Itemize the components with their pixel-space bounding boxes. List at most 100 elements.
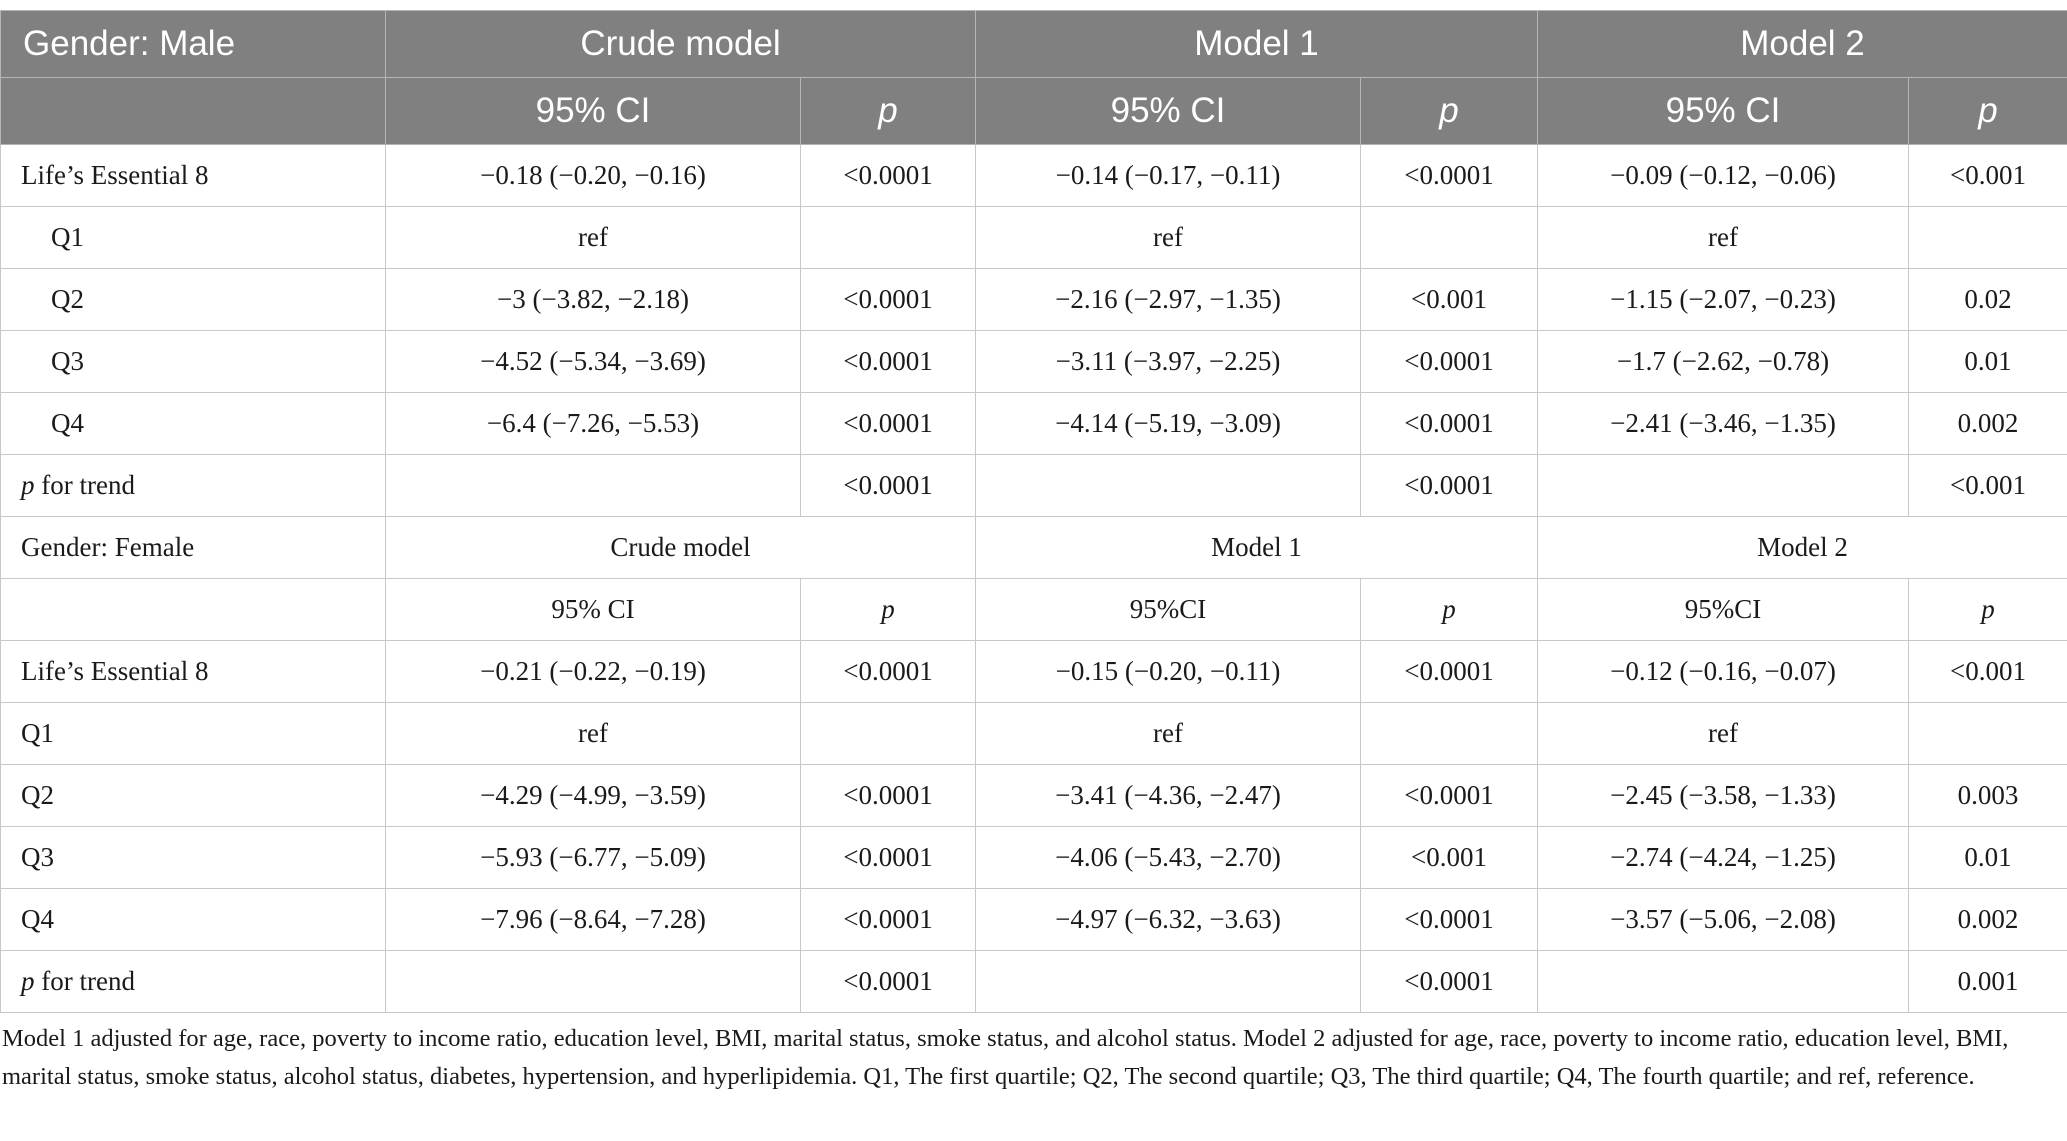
cell-model1-ci: ref [975, 702, 1362, 765]
female-crude-ci-header: 95% CI [385, 578, 801, 641]
cell-crude-p [799, 206, 977, 269]
cell-model2-ci: −1.7 (−2.62, −0.78) [1537, 330, 1910, 393]
table-row: Q4 −7.96 (−8.64, −7.28) <0.0001 −4.97 (−6.3… [0, 888, 2067, 951]
table-row: p for trend <0.0001 <0.0001 <0.001 [0, 454, 2067, 517]
male-crude-ci-header: 95% CI [385, 77, 801, 145]
row-label-italic: p [21, 966, 35, 996]
table-body: Gender: Male Crude model Model 1 Model 2… [0, 10, 2067, 1013]
cell-model2-ci: −2.74 (−4.24, −1.25) [1537, 826, 1910, 889]
row-label: Q1 [0, 702, 386, 765]
cell-crude-p: <0.0001 [799, 330, 977, 393]
cell-model2-ci: −1.15 (−2.07, −0.23) [1537, 268, 1910, 331]
female-group-label: Gender: Female [0, 516, 386, 579]
cell-model1-ci [975, 950, 1362, 1013]
cell-crude-p: <0.0001 [799, 888, 977, 951]
cell-model1-p: <0.001 [1360, 268, 1539, 331]
row-label-italic: p [21, 470, 35, 500]
row-label: Q4 [0, 888, 386, 951]
cell-model1-ci: −4.14 (−5.19, −3.09) [975, 392, 1362, 455]
male-model2-p-header: p [1908, 77, 2067, 145]
female-model-header-row: Gender: Female Crude model Model 1 Model… [0, 516, 2067, 579]
cell-model1-p: <0.0001 [1360, 454, 1539, 517]
cell-model1-p: <0.0001 [1360, 888, 1539, 951]
male-group-label: Gender: Male [0, 10, 386, 78]
male-model-1-header: Model 1 [975, 10, 1539, 78]
cell-crude-ci: −4.52 (−5.34, −3.69) [385, 330, 801, 393]
row-label: Life’s Essential 8 [0, 144, 386, 207]
female-crude-p-header: p [799, 578, 977, 641]
cell-model2-p: 0.01 [1908, 330, 2067, 393]
cell-crude-ci: −5.93 (−6.77, −5.09) [385, 826, 801, 889]
male-subheader-row: 95% CI p 95% CI p 95% CI p [0, 77, 2067, 145]
male-crude-model-header: Crude model [384, 10, 977, 78]
cell-crude-ci [385, 950, 801, 1013]
row-label: p for trend [0, 950, 386, 1013]
cell-model1-ci: −3.11 (−3.97, −2.25) [975, 330, 1362, 393]
female-subheader-row: 95% CI p 95%CI p 95%CI p [0, 578, 2067, 641]
row-label: Q3 [0, 330, 386, 393]
male-subheader-empty [0, 77, 386, 145]
cell-crude-p: <0.0001 [799, 268, 977, 331]
male-model1-ci-header: 95% CI [975, 77, 1362, 145]
cell-model1-ci: −0.15 (−0.20, −0.11) [975, 640, 1362, 703]
cell-crude-ci: −4.29 (−4.99, −3.59) [385, 764, 801, 827]
cell-model2-p: 0.01 [1908, 826, 2067, 889]
row-label-rest: for trend [34, 966, 135, 996]
female-model2-p-header: p [1908, 578, 2067, 641]
table-row: Q2 −3 (−3.82, −2.18) <0.0001 −2.16 (−2.97, … [0, 268, 2067, 331]
cell-model1-p [1360, 206, 1539, 269]
cell-model1-ci [975, 454, 1362, 517]
cell-model1-p: <0.001 [1360, 826, 1539, 889]
cell-model1-p: <0.0001 [1360, 330, 1539, 393]
row-label: Life’s Essential 8 [0, 640, 386, 703]
cell-model1-ci: −3.41 (−4.36, −2.47) [975, 764, 1362, 827]
table-row: Q2 −4.29 (−4.99, −3.59) <0.0001 −3.41 (−4.3… [0, 764, 2067, 827]
cell-model2-ci: −3.57 (−5.06, −2.08) [1537, 888, 1910, 951]
table-row: Q3 −5.93 (−6.77, −5.09) <0.0001 −4.06 (−5.4… [0, 826, 2067, 889]
row-label: Q2 [0, 268, 386, 331]
male-model-header-row: Gender: Male Crude model Model 1 Model 2 [0, 10, 2067, 78]
cell-model2-ci [1537, 950, 1910, 1013]
cell-crude-p [799, 702, 977, 765]
cell-crude-ci: −0.21 (−0.22, −0.19) [385, 640, 801, 703]
female-model2-ci-header: 95%CI [1537, 578, 1910, 641]
cell-model2-p: <0.001 [1908, 144, 2067, 207]
cell-crude-p: <0.0001 [799, 392, 977, 455]
row-label: Q4 [0, 392, 386, 455]
row-label: Q1 [0, 206, 386, 269]
cell-model1-p [1360, 702, 1539, 765]
row-label: Q3 [0, 826, 386, 889]
cell-crude-ci: −6.4 (−7.26, −5.53) [385, 392, 801, 455]
cell-crude-p: <0.0001 [799, 764, 977, 827]
cell-model1-p: <0.0001 [1360, 950, 1539, 1013]
results-table: Gender: Male Crude model Model 1 Model 2… [0, 10, 2067, 1013]
cell-crude-ci [385, 454, 801, 517]
female-crude-model-header: Crude model [384, 516, 977, 579]
male-model1-p-header: p [1360, 77, 1539, 145]
cell-model2-p [1908, 206, 2067, 269]
cell-model2-ci: −0.12 (−0.16, −0.07) [1537, 640, 1910, 703]
cell-model1-p: <0.0001 [1360, 392, 1539, 455]
cell-crude-p: <0.0001 [799, 454, 977, 517]
table-row: p for trend <0.0001 <0.0001 0.001 [0, 950, 2067, 1013]
cell-model1-ci: −0.14 (−0.17, −0.11) [975, 144, 1362, 207]
cell-model1-p: <0.0001 [1360, 144, 1539, 207]
male-crude-p-header: p [799, 77, 977, 145]
cell-model2-ci [1537, 454, 1910, 517]
cell-crude-ci: −0.18 (−0.20, −0.16) [385, 144, 801, 207]
table-row: Q1 ref ref ref [0, 702, 2067, 765]
cell-model2-p: <0.001 [1908, 640, 2067, 703]
cell-model1-p: <0.0001 [1360, 640, 1539, 703]
male-model-2-header: Model 2 [1537, 10, 2067, 78]
table-row: Life’s Essential 8 −0.21 (−0.22, −0.19) <0… [0, 640, 2067, 703]
female-model1-p-header: p [1360, 578, 1539, 641]
female-model-1-header: Model 1 [975, 516, 1539, 579]
cell-crude-p: <0.0001 [799, 144, 977, 207]
cell-model1-ci: ref [975, 206, 1362, 269]
cell-model2-p: <0.001 [1908, 454, 2067, 517]
table-row: Life’s Essential 8 −0.18 (−0.20, −0.16) <0… [0, 144, 2067, 207]
cell-model1-ci: −4.97 (−6.32, −3.63) [975, 888, 1362, 951]
row-label-rest: for trend [34, 470, 135, 500]
table-row: Q3 −4.52 (−5.34, −3.69) <0.0001 −3.11 (−3.9… [0, 330, 2067, 393]
female-subheader-empty [0, 578, 386, 641]
